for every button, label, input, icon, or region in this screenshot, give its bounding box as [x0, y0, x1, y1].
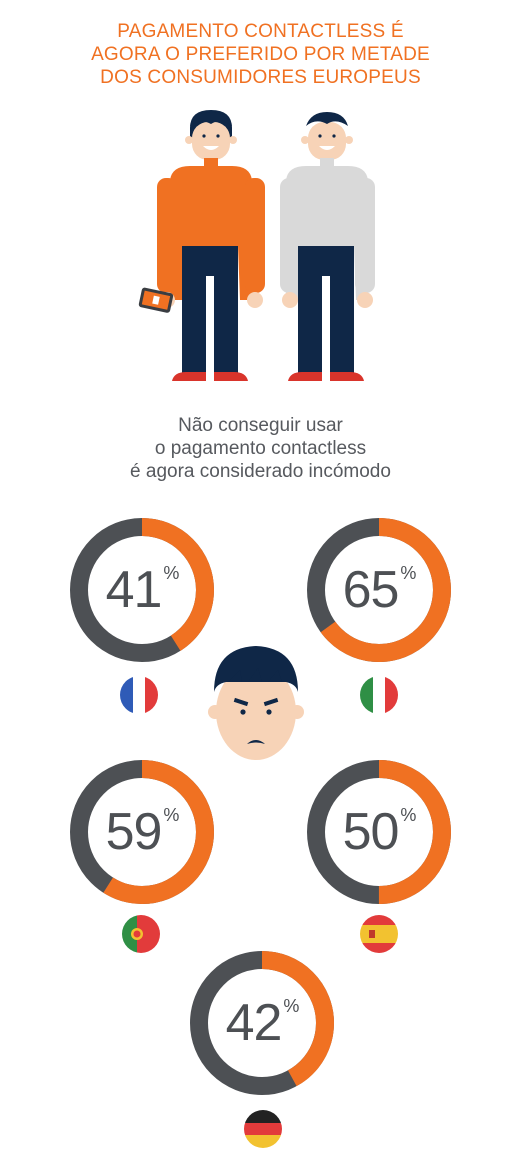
donut-germany: 42%	[187, 948, 337, 1098]
stat-value-france: 41%	[67, 515, 217, 665]
donut-arc-france	[70, 518, 214, 662]
donut-arc-portugal	[70, 760, 214, 904]
two-people-illustration	[138, 110, 375, 381]
donut-france: 41%	[67, 515, 217, 665]
spain-flag-icon	[360, 915, 398, 953]
stat-number: 50	[342, 803, 400, 861]
annoyed-face-icon	[208, 646, 304, 760]
percent-sign: %	[163, 805, 179, 825]
percent-sign: %	[283, 996, 299, 1016]
donut-chart-spain	[307, 760, 451, 904]
person-grey	[280, 112, 375, 381]
stat-value-spain: 50%	[304, 757, 454, 907]
donut-arc-spain	[307, 760, 451, 904]
headline-line-2: AGORA O PREFERIDO POR METADE	[91, 44, 430, 65]
stat-number: 65	[342, 561, 400, 619]
stat-number: 41	[105, 561, 163, 619]
person-orange-with-phone	[138, 110, 265, 381]
headline-line-3: DOS CONSUMIDORES EUROPEUS	[100, 67, 421, 88]
donut-italy: 65%	[304, 515, 454, 665]
portugal-flag-icon	[122, 915, 160, 953]
germany-flag-icon	[244, 1110, 282, 1148]
italy-flag-icon	[360, 676, 398, 714]
subtitle: Não conseguir usar o pagamento contactle…	[0, 414, 521, 483]
france-flag-icon	[120, 676, 158, 714]
donut-arc-germany	[190, 951, 334, 1095]
donut-chart-france	[70, 518, 214, 662]
headline-line-1: PAGAMENTO CONTACTLESS É	[117, 21, 404, 42]
donut-arc-italy	[307, 518, 451, 662]
donut-chart-portugal	[70, 760, 214, 904]
stat-number: 42	[225, 994, 283, 1052]
stat-value-portugal: 59%	[67, 757, 217, 907]
donut-spain: 50%	[304, 757, 454, 907]
stat-number: 59	[105, 803, 163, 861]
percent-sign: %	[163, 563, 179, 583]
subtitle-line-1: Não conseguir usar	[178, 415, 343, 436]
headline: PAGAMENTO CONTACTLESS É AGORA O PREFERID…	[0, 20, 521, 89]
percent-sign: %	[400, 563, 416, 583]
donut-chart-italy	[307, 518, 451, 662]
subtitle-line-3: é agora considerado incómodo	[130, 461, 391, 482]
percent-sign: %	[400, 805, 416, 825]
stat-value-germany: 42%	[187, 948, 337, 1098]
subtitle-line-2: o pagamento contactless	[154, 438, 367, 459]
stat-value-italy: 65%	[304, 515, 454, 665]
donut-portugal: 59%	[67, 757, 217, 907]
donut-chart-germany	[190, 951, 334, 1095]
